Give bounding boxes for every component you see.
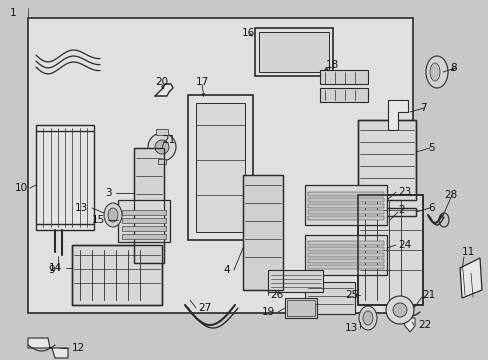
Polygon shape <box>385 296 413 324</box>
Bar <box>196 103 244 232</box>
Bar <box>122 234 165 239</box>
Text: 13: 13 <box>75 203 88 213</box>
Bar <box>72 245 162 305</box>
Bar <box>305 282 354 314</box>
Bar <box>36 125 94 230</box>
Polygon shape <box>392 303 406 317</box>
Text: 26: 26 <box>269 290 283 300</box>
Bar <box>319 70 367 84</box>
Bar <box>259 32 328 72</box>
Bar <box>122 218 165 223</box>
Text: 28: 28 <box>443 190 456 200</box>
Text: 3: 3 <box>105 188 112 198</box>
Text: 15: 15 <box>92 215 105 225</box>
Bar <box>305 185 386 225</box>
Bar <box>122 226 165 231</box>
Bar <box>28 18 412 313</box>
Polygon shape <box>28 338 68 358</box>
Bar <box>134 148 163 263</box>
Polygon shape <box>387 100 407 130</box>
Bar <box>307 216 383 220</box>
Text: 1: 1 <box>10 8 17 18</box>
Bar <box>347 208 415 216</box>
Text: 11: 11 <box>461 247 474 257</box>
Text: 8: 8 <box>449 63 456 73</box>
Text: 20: 20 <box>155 77 168 87</box>
Text: 21: 21 <box>162 135 175 145</box>
Ellipse shape <box>108 208 118 222</box>
Ellipse shape <box>104 203 122 227</box>
Bar <box>307 247 383 251</box>
Ellipse shape <box>429 63 439 81</box>
Bar <box>118 200 170 242</box>
Polygon shape <box>148 133 176 161</box>
Text: 12: 12 <box>72 343 85 353</box>
Bar <box>187 95 252 240</box>
Bar <box>243 175 283 290</box>
Text: 5: 5 <box>427 143 434 153</box>
Polygon shape <box>402 318 414 332</box>
Bar <box>307 192 383 196</box>
Bar <box>307 253 383 257</box>
Text: 23: 23 <box>397 187 410 197</box>
Polygon shape <box>155 140 169 154</box>
Bar <box>267 270 323 292</box>
Bar <box>254 28 332 76</box>
Bar <box>134 148 163 263</box>
Text: 21: 21 <box>421 290 434 300</box>
Ellipse shape <box>425 56 447 88</box>
Text: 25: 25 <box>344 290 357 300</box>
Bar <box>357 195 422 305</box>
Bar <box>243 175 283 290</box>
Polygon shape <box>459 258 481 298</box>
Bar <box>307 265 383 269</box>
Text: 16: 16 <box>242 28 255 38</box>
Text: 22: 22 <box>417 320 430 330</box>
Bar <box>357 120 415 200</box>
Text: 6: 6 <box>427 203 434 213</box>
Bar <box>305 235 386 275</box>
Polygon shape <box>155 84 173 96</box>
Bar <box>357 120 415 200</box>
Text: 17: 17 <box>196 77 209 87</box>
Text: 13: 13 <box>344 323 357 333</box>
Ellipse shape <box>358 306 376 330</box>
Bar <box>285 298 316 318</box>
Text: 19: 19 <box>261 307 274 317</box>
Bar <box>307 204 383 208</box>
Text: 9: 9 <box>48 265 55 275</box>
Text: 18: 18 <box>325 60 339 70</box>
Text: 14: 14 <box>49 263 62 273</box>
Bar <box>307 210 383 214</box>
Text: 2: 2 <box>397 205 404 215</box>
Text: 10: 10 <box>15 183 28 193</box>
Bar <box>307 259 383 263</box>
Ellipse shape <box>362 311 372 325</box>
Bar <box>122 210 165 215</box>
Text: 4: 4 <box>223 265 229 275</box>
Bar <box>72 245 162 305</box>
Bar <box>357 195 422 305</box>
Bar <box>158 159 165 164</box>
Bar <box>307 198 383 202</box>
Bar <box>286 300 314 316</box>
Text: 24: 24 <box>397 240 410 250</box>
Text: 27: 27 <box>198 303 211 313</box>
Bar <box>319 88 367 102</box>
Bar <box>307 241 383 245</box>
Text: 7: 7 <box>419 103 426 113</box>
Bar <box>156 129 168 135</box>
